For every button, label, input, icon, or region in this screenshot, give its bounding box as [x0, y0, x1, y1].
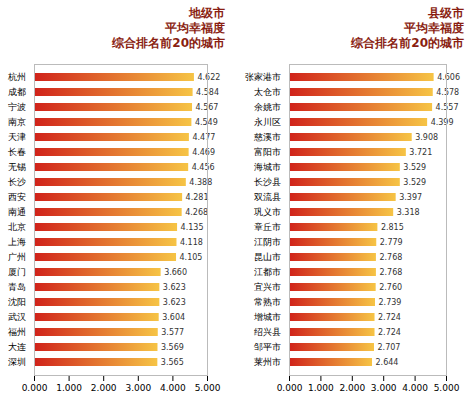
svg-text:2.779: 2.779: [380, 238, 403, 247]
svg-text:海城市: 海城市: [254, 162, 281, 172]
svg-text:青岛: 青岛: [8, 282, 26, 292]
svg-text:4.000: 4.000: [402, 383, 428, 393]
svg-text:4.268: 4.268: [185, 208, 208, 217]
svg-text:大连: 大连: [8, 342, 26, 352]
svg-text:4.388: 4.388: [189, 178, 212, 187]
svg-text:3.565: 3.565: [161, 358, 184, 367]
svg-text:邹平市: 邹平市: [254, 342, 281, 352]
svg-text:0.000: 0.000: [22, 383, 48, 393]
svg-text:慈溪市: 慈溪市: [253, 132, 281, 142]
svg-text:4.118: 4.118: [180, 238, 203, 247]
svg-text:1.000: 1.000: [308, 383, 334, 393]
svg-text:2.707: 2.707: [377, 343, 400, 352]
svg-text:深圳: 深圳: [8, 357, 26, 367]
svg-text:3.660: 3.660: [164, 268, 187, 277]
svg-text:巩义市: 巩义市: [254, 207, 281, 217]
svg-text:4.584: 4.584: [196, 88, 219, 98]
svg-text:4.606: 4.606: [437, 73, 460, 82]
html-text:地级市: 地级市: [189, 6, 225, 20]
svg-text:4.477: 4.477: [192, 133, 215, 142]
svg-text:2.000: 2.000: [339, 383, 365, 393]
svg-text:3.721: 3.721: [409, 148, 432, 157]
svg-text:4.549: 4.549: [195, 118, 218, 127]
html-text:综合排名前20的城市: 综合排名前20的城市: [351, 36, 464, 50]
svg-text:2.739: 2.739: [379, 298, 402, 307]
svg-text:长春: 长春: [8, 147, 26, 157]
svg-text:4.557: 4.557: [436, 103, 459, 112]
svg-text:武汉: 武汉: [8, 312, 26, 322]
svg-text:3.623: 3.623: [163, 283, 186, 292]
svg-text:4.578: 4.578: [436, 88, 459, 97]
svg-text:太仓市: 太仓市: [254, 87, 281, 97]
svg-text:宁波: 宁波: [8, 102, 26, 112]
svg-text:3.000: 3.000: [125, 383, 151, 393]
svg-text:余姚市: 余姚市: [254, 102, 281, 112]
svg-text:3.569: 3.569: [161, 343, 184, 352]
svg-text:3.908: 3.908: [415, 133, 438, 142]
html-text:平均幸福度: 平均幸福度: [404, 21, 464, 35]
svg-text:福州: 福州: [8, 327, 26, 337]
svg-text:0.000: 0.000: [277, 383, 303, 393]
svg-text:5.000: 5.000: [434, 383, 460, 393]
svg-text:3.397: 3.397: [399, 193, 422, 202]
svg-text:富阳市: 富阳市: [254, 147, 281, 157]
svg-text:常熟市: 常熟市: [254, 297, 281, 307]
svg-text:双流县: 双流县: [254, 192, 281, 202]
svg-text:5.000: 5.000: [195, 383, 221, 393]
html-text:综合排名前20的城市: 综合排名前20的城市: [112, 36, 225, 50]
svg-text:张家港市: 张家港市: [245, 72, 281, 82]
svg-text:4.000: 4.000: [160, 383, 186, 393]
svg-text:2.000: 2.000: [91, 383, 117, 393]
svg-text:西安: 西安: [8, 192, 26, 202]
svg-text:长沙: 长沙: [8, 177, 26, 187]
svg-text:南通: 南通: [8, 207, 26, 217]
svg-text:3.529: 3.529: [403, 178, 426, 187]
svg-text:3.318: 3.318: [397, 208, 420, 217]
svg-text:成都: 成都: [8, 87, 26, 97]
svg-text:杭州: 杭州: [7, 72, 26, 82]
html-text:平均幸福度: 平均幸福度: [165, 21, 225, 35]
svg-text:永川区: 永川区: [254, 117, 281, 127]
svg-text:沈阳: 沈阳: [8, 297, 26, 307]
svg-text:增城市: 增城市: [253, 312, 281, 322]
svg-text:3.529: 3.529: [403, 163, 426, 172]
svg-text:3.000: 3.000: [371, 383, 397, 393]
svg-text:无锡: 无锡: [8, 162, 26, 172]
svg-text:长沙县: 长沙县: [254, 177, 281, 187]
svg-text:4.567: 4.567: [196, 103, 219, 112]
svg-text:厦门: 厦门: [8, 267, 26, 277]
svg-text:4.456: 4.456: [192, 163, 215, 172]
svg-text:南京: 南京: [8, 117, 26, 127]
html-text:县级市: 县级市: [428, 6, 464, 20]
svg-text:2.724: 2.724: [378, 328, 401, 337]
svg-text:昆山市: 昆山市: [254, 252, 281, 262]
svg-text:3.604: 3.604: [162, 313, 185, 322]
svg-text:3.577: 3.577: [161, 328, 184, 337]
svg-text:3.623: 3.623: [163, 298, 186, 307]
svg-text:2.724: 2.724: [378, 313, 401, 322]
svg-text:江都市: 江都市: [254, 267, 281, 277]
svg-text:上海: 上海: [8, 237, 26, 247]
svg-text:2.768: 2.768: [379, 268, 402, 277]
svg-text:天津: 天津: [8, 132, 26, 142]
svg-text:绍兴县: 绍兴县: [254, 327, 281, 337]
svg-text:北京: 北京: [8, 222, 26, 232]
svg-text:莱州市: 莱州市: [254, 357, 281, 367]
svg-text:2.760: 2.760: [379, 283, 402, 292]
svg-text:2.644: 2.644: [376, 358, 399, 367]
svg-text:2.768: 2.768: [379, 253, 402, 262]
svg-text:2.815: 2.815: [381, 223, 404, 232]
svg-text:4.469: 4.469: [192, 148, 215, 157]
svg-text:广州: 广州: [8, 252, 26, 262]
svg-text:4.622: 4.622: [197, 73, 220, 82]
svg-text:江阴市: 江阴市: [254, 237, 281, 247]
svg-text:章丘市: 章丘市: [254, 222, 281, 232]
svg-text:1.000: 1.000: [56, 383, 82, 393]
svg-text:4.135: 4.135: [181, 223, 204, 232]
svg-text:4.399: 4.399: [431, 118, 454, 127]
svg-text:4.281: 4.281: [186, 193, 209, 202]
svg-text:4.105: 4.105: [180, 253, 203, 262]
svg-text:宜兴市: 宜兴市: [254, 282, 281, 292]
